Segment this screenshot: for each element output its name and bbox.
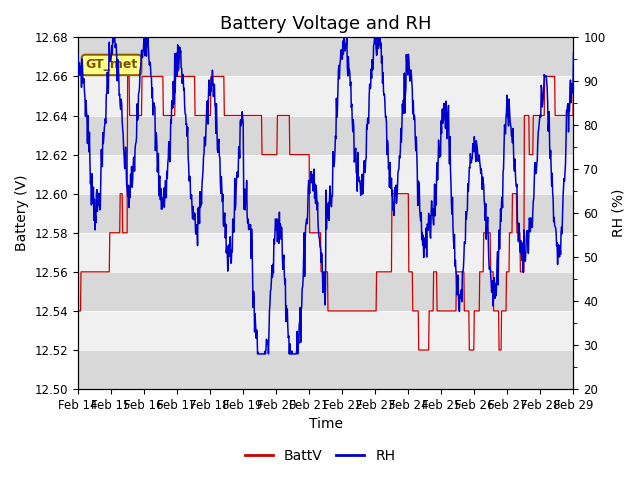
- Bar: [78, 155, 573, 194]
- Bar: [78, 272, 573, 311]
- Bar: [78, 116, 573, 155]
- Bar: [78, 194, 573, 233]
- Bar: [78, 233, 573, 272]
- Bar: [78, 37, 573, 76]
- Legend: BattV, RH: BattV, RH: [239, 443, 401, 468]
- Bar: [78, 311, 573, 350]
- Y-axis label: Battery (V): Battery (V): [15, 175, 29, 252]
- Title: Battery Voltage and RH: Battery Voltage and RH: [220, 15, 431, 33]
- Text: GT_met: GT_met: [86, 59, 138, 72]
- Bar: [78, 76, 573, 116]
- Bar: [78, 350, 573, 389]
- X-axis label: Time: Time: [308, 418, 343, 432]
- Y-axis label: RH (%): RH (%): [611, 189, 625, 238]
